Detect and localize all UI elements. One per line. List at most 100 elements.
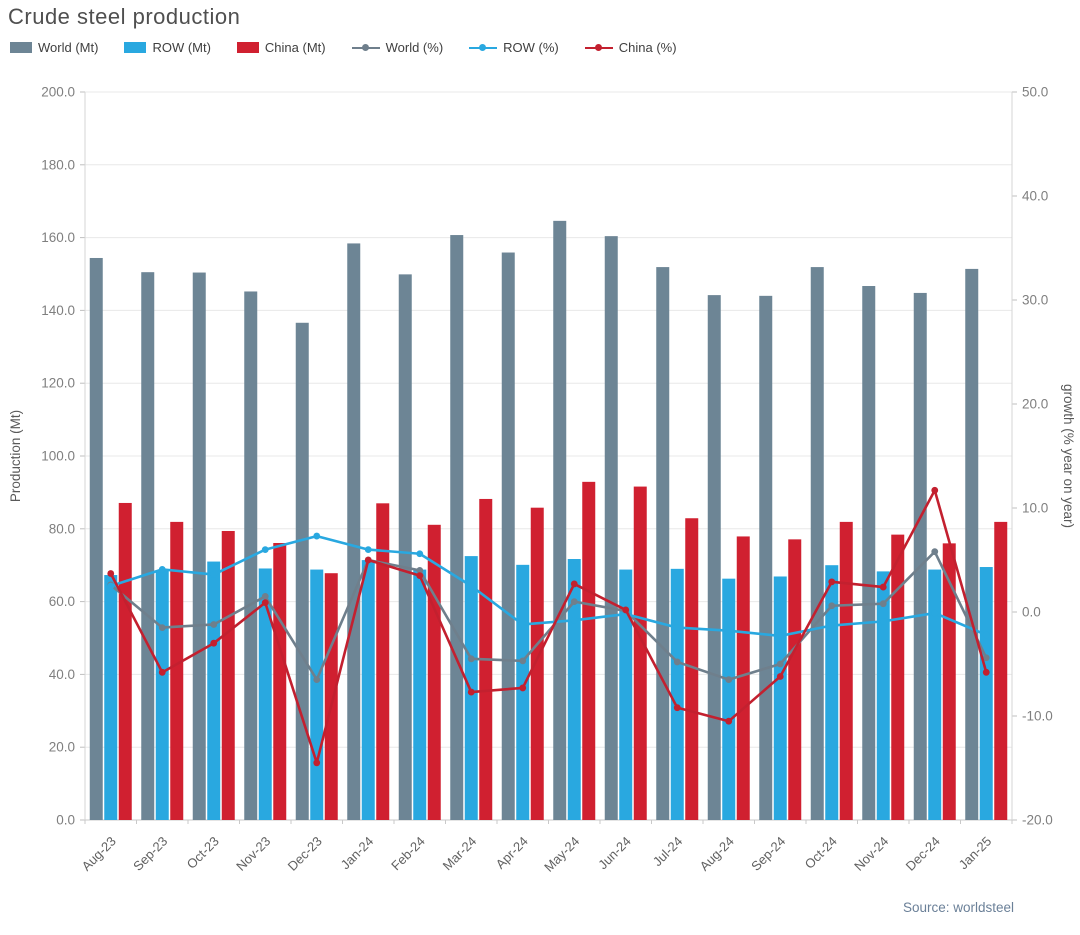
- bar: [670, 568, 684, 820]
- data-point-marker: [261, 546, 269, 553]
- chart-title: Crude steel production: [8, 4, 241, 29]
- bar: [942, 543, 956, 820]
- bar: [876, 571, 890, 820]
- bar: [376, 503, 390, 820]
- bar: [207, 561, 221, 820]
- data-point-marker: [673, 624, 681, 631]
- x-axis-tick-label: Apr-24: [493, 834, 531, 872]
- data-point-marker: [776, 660, 784, 668]
- y-axis-left-tick-label: 160.0: [41, 230, 75, 245]
- bar: [979, 567, 993, 820]
- y-axis-right-tick-label: 50.0: [1022, 85, 1048, 100]
- bar: [310, 569, 324, 820]
- y-axis-right-tick-label: 40.0: [1022, 189, 1048, 204]
- bar: [155, 570, 169, 820]
- bar: [582, 481, 596, 820]
- data-point-marker: [931, 486, 939, 494]
- legend-item-row-mt-: ROW (Mt): [124, 40, 211, 55]
- bar: [633, 486, 647, 820]
- x-axis-tick-label: Aug-24: [697, 834, 737, 874]
- source-note: Source: worldsteel: [902, 900, 1014, 915]
- x-axis-tick-label: Aug-23: [79, 834, 119, 874]
- bar: [619, 569, 633, 820]
- bars-world-mt-: [89, 220, 979, 821]
- bar: [464, 556, 478, 820]
- data-point-marker: [519, 684, 527, 692]
- bar: [656, 267, 670, 821]
- data-point-marker: [416, 567, 424, 574]
- data-point-marker: [313, 532, 321, 540]
- x-axis-tick-label: Nov-24: [851, 834, 891, 874]
- bar: [810, 267, 824, 821]
- data-point-marker: [673, 658, 681, 666]
- bar: [994, 521, 1008, 820]
- bar: [324, 573, 338, 820]
- y-axis-left-tick-label: 80.0: [49, 521, 75, 536]
- bar: [965, 268, 979, 820]
- y-axis-right-tick-label: 20.0: [1022, 397, 1048, 412]
- data-point-marker: [879, 583, 887, 591]
- data-point-marker: [725, 627, 733, 635]
- series-line: [110, 534, 987, 638]
- bar: [141, 272, 155, 820]
- bar: [361, 560, 375, 820]
- legend-label: China (%): [618, 40, 677, 55]
- data-point-marker: [416, 550, 424, 558]
- x-axis-tick-label: May-24: [541, 834, 582, 875]
- bar: [891, 534, 905, 820]
- bar: [501, 252, 515, 821]
- data-point-marker: [879, 617, 887, 625]
- bar: [685, 518, 699, 820]
- bar: [347, 243, 361, 820]
- x-axis-tick-label: Oct-24: [802, 834, 840, 872]
- x-axis-tick-label: Jan-24: [338, 834, 377, 873]
- bar: [192, 272, 206, 820]
- bar: [604, 236, 618, 821]
- bar: [413, 569, 427, 820]
- x-axis-tick-label: Sep-24: [748, 834, 788, 874]
- y-axis-left: 0.0 20.0 40.0 60.0 80.0 100.0 120.0 140.0 160.0 1…: [41, 85, 85, 828]
- data-point-marker: [828, 578, 836, 586]
- data-point-marker: [519, 621, 527, 628]
- legend-label: ROW (%): [503, 40, 559, 55]
- y-axis-left-tick-label: 0.0: [56, 813, 75, 828]
- legend-label: World (Mt): [38, 40, 99, 55]
- x-axis: Aug-23 Sep-23 Oct-23 Nov-23 Dec-23 Jan-24 Feb-…: [79, 820, 1013, 875]
- data-point-marker: [570, 598, 578, 605]
- legend: World (Mt) ROW (Mt) China (Mt) World (%) ROW…: [10, 40, 677, 55]
- bar: [258, 568, 272, 820]
- x-axis-tick-label: Dec-23: [285, 834, 325, 874]
- y-axis-right-tick-label: 10.0: [1022, 501, 1048, 516]
- data-point-marker: [107, 582, 115, 590]
- bar: [427, 524, 441, 820]
- x-axis-tick-label: Feb-24: [388, 834, 428, 874]
- y-axis-left-tick-label: 140.0: [41, 303, 75, 318]
- bar: [553, 220, 567, 820]
- data-point-marker: [210, 571, 218, 578]
- x-axis-tick-label: Oct-23: [184, 834, 222, 872]
- line-china-: [107, 486, 990, 767]
- data-point-marker: [828, 622, 836, 629]
- legend-item-world-mt-: World (Mt): [10, 40, 98, 55]
- data-point-marker: [776, 632, 784, 640]
- y-axis-left-tick-label: 120.0: [41, 376, 75, 391]
- y-axis-left-tick-label: 40.0: [49, 667, 75, 682]
- bar: [913, 292, 927, 821]
- y-axis-left-tick-label: 100.0: [41, 449, 75, 464]
- bar: [398, 274, 412, 820]
- legend-line-swatch: [584, 42, 613, 54]
- legend-item-row-: ROW (%): [469, 40, 559, 55]
- bar: [567, 559, 581, 820]
- series-line: [109, 489, 988, 765]
- data-point-marker: [725, 676, 733, 683]
- bar: [516, 564, 530, 820]
- data-point-marker: [261, 599, 269, 607]
- legend-line-swatch: [469, 42, 498, 54]
- data-point-marker: [261, 593, 269, 600]
- x-axis-tick-label: Mar-24: [440, 834, 480, 874]
- legend-label: China (Mt): [264, 40, 326, 55]
- bar: [104, 575, 118, 820]
- y-axis-right-title: growth (% year on year): [1061, 384, 1076, 528]
- x-axis-tick-label: Dec-24: [903, 834, 943, 874]
- legend-line-swatch: [351, 42, 380, 54]
